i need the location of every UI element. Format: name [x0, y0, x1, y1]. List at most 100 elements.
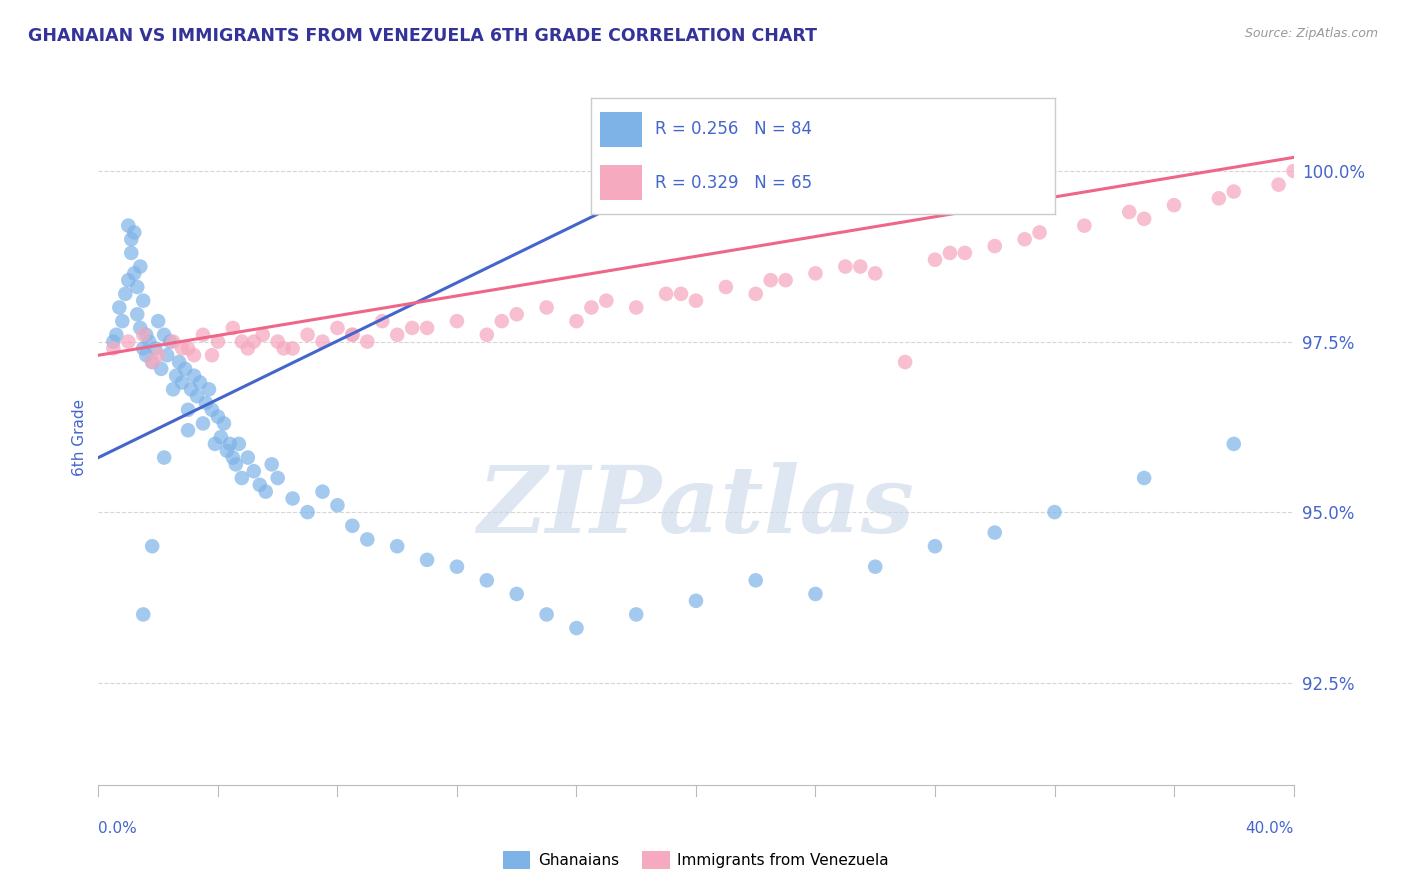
Point — [775, 273, 797, 287]
Point — [342, 518, 364, 533]
Point — [165, 368, 187, 383]
Point — [759, 273, 782, 287]
Point — [311, 484, 333, 499]
Point — [177, 423, 200, 437]
Point — [655, 286, 678, 301]
Point — [685, 293, 707, 308]
Point — [111, 314, 134, 328]
Point — [669, 286, 692, 301]
Point — [188, 376, 211, 390]
Point — [863, 559, 886, 574]
Point — [834, 260, 856, 274]
Point — [162, 382, 184, 396]
Point — [198, 382, 221, 396]
Point — [1282, 164, 1305, 178]
Bar — [600, 165, 641, 200]
Point — [162, 334, 184, 349]
Point — [1222, 437, 1246, 451]
Point — [243, 334, 266, 349]
Point — [117, 273, 139, 287]
Point — [745, 286, 768, 301]
Point — [167, 355, 190, 369]
Point — [148, 314, 170, 328]
Point — [863, 266, 886, 280]
Point — [141, 355, 163, 369]
Point — [1208, 191, 1230, 205]
Point — [260, 458, 283, 472]
Point — [953, 246, 976, 260]
Point — [141, 539, 163, 553]
Point — [207, 409, 229, 424]
Point — [939, 246, 962, 260]
Point — [506, 307, 529, 321]
Point — [446, 559, 468, 574]
Point — [201, 402, 224, 417]
Point — [565, 314, 588, 328]
Point — [273, 342, 295, 356]
Point — [127, 307, 149, 321]
Point — [236, 342, 259, 356]
Point — [132, 607, 155, 622]
Point — [385, 539, 409, 553]
Point — [714, 280, 737, 294]
Point — [446, 314, 468, 328]
Y-axis label: 6th Grade: 6th Grade — [72, 399, 87, 475]
Text: Source: ZipAtlas.com: Source: ZipAtlas.com — [1244, 27, 1378, 40]
Point — [120, 232, 142, 246]
Point — [186, 389, 208, 403]
Point — [624, 301, 647, 315]
Point — [103, 334, 125, 349]
Point — [924, 252, 946, 267]
Point — [983, 525, 1005, 540]
Text: R = 0.329   N = 65: R = 0.329 N = 65 — [655, 174, 813, 192]
Point — [565, 621, 588, 635]
Point — [236, 450, 259, 465]
Point — [191, 327, 214, 342]
Point — [120, 246, 142, 260]
Point — [117, 334, 139, 349]
Point — [124, 226, 146, 240]
Point — [1267, 178, 1289, 192]
Point — [153, 450, 176, 465]
Point — [231, 334, 253, 349]
Point — [103, 342, 125, 356]
Point — [141, 355, 163, 369]
Point — [267, 471, 290, 485]
Point — [191, 417, 214, 431]
Point — [745, 574, 768, 588]
Point — [117, 219, 139, 233]
Point — [581, 301, 603, 315]
Point — [135, 327, 157, 342]
Point — [1043, 505, 1066, 519]
Point — [1118, 205, 1140, 219]
Point — [685, 594, 707, 608]
Point — [225, 458, 247, 472]
Point — [297, 505, 319, 519]
Point — [416, 553, 439, 567]
Point — [138, 334, 160, 349]
Point — [150, 362, 173, 376]
Point — [177, 402, 200, 417]
Point — [114, 286, 136, 301]
Point — [222, 450, 245, 465]
Point — [135, 348, 157, 362]
Point — [342, 327, 364, 342]
Point — [356, 533, 378, 547]
Legend: Ghanaians, Immigrants from Venezuela: Ghanaians, Immigrants from Venezuela — [496, 845, 896, 875]
Point — [207, 334, 229, 349]
Point — [183, 348, 205, 362]
Point — [804, 587, 827, 601]
Point — [231, 471, 253, 485]
Point — [1014, 232, 1036, 246]
Point — [416, 321, 439, 335]
Point — [311, 334, 333, 349]
Point — [983, 239, 1005, 253]
Point — [475, 327, 498, 342]
Point — [1133, 211, 1156, 226]
Text: 0.0%: 0.0% — [98, 821, 138, 836]
Point — [804, 266, 827, 280]
Point — [204, 437, 226, 451]
Point — [624, 607, 647, 622]
Point — [194, 396, 218, 410]
Point — [849, 260, 872, 274]
